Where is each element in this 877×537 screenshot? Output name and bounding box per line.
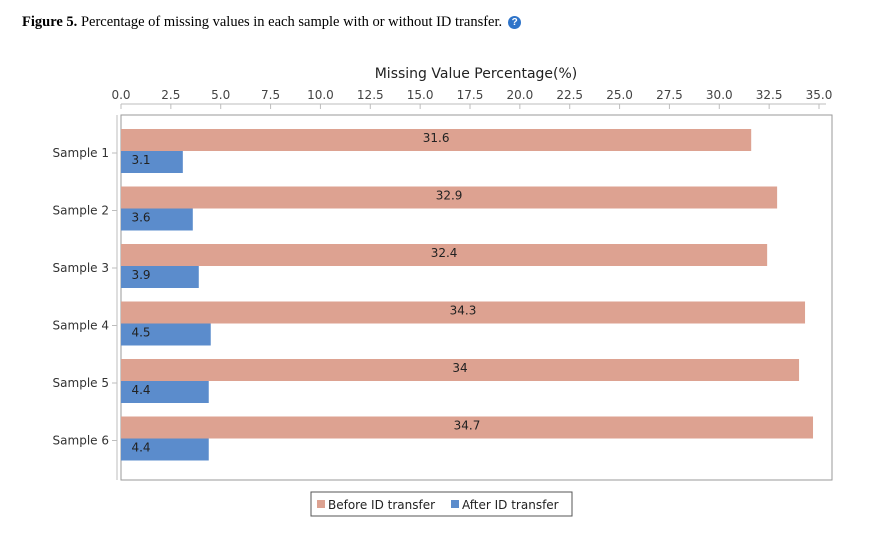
legend-box <box>310 491 573 517</box>
data-label: 3.6 <box>131 211 150 225</box>
before-id-transfer-bar <box>121 129 752 151</box>
x-tick-label: 22.5 <box>556 88 583 102</box>
data-label: 4.4 <box>131 383 150 397</box>
x-tick-label: 27.5 <box>656 88 683 102</box>
data-label: 32.9 <box>436 189 463 203</box>
x-tick-label: 32.5 <box>756 88 783 102</box>
before-id-transfer-bar <box>121 301 806 324</box>
category-label: Sample 5 <box>53 376 109 390</box>
data-label: 32.4 <box>431 246 458 260</box>
bar-series: 31.6 3.1 32.9 3.6 32.4 3.9 34.3 4.5 34 4.4 34.7 4.4 <box>121 129 814 461</box>
data-label: 4.5 <box>131 326 150 340</box>
chart-legend: Before ID transfer After ID transfer <box>310 491 573 517</box>
data-label: 34.7 <box>454 419 481 433</box>
after-id-transfer-bar <box>121 438 209 461</box>
x-tick-label: 30.0 <box>706 88 733 102</box>
after-id-transfer-bar <box>121 151 183 173</box>
category-label: Sample 4 <box>53 319 109 333</box>
figure-label: Figure 5. <box>22 14 78 30</box>
x-tick-label: 10.0 <box>307 88 334 102</box>
data-label: 4.4 <box>131 441 150 455</box>
data-label: 34.3 <box>450 304 477 318</box>
data-label: 34 <box>452 361 467 375</box>
x-tick-label: 25.0 <box>606 88 633 102</box>
after-id-transfer-bar <box>121 208 193 231</box>
data-label: 3.1 <box>131 153 150 167</box>
x-tick-label: 15.0 <box>407 88 434 102</box>
data-label: 3.9 <box>131 268 150 282</box>
before-id-transfer-bar <box>121 416 814 439</box>
after-id-transfer-bar <box>121 266 199 288</box>
after-id-transfer-bar <box>121 323 211 346</box>
figure-caption: Figure 5. Percentage of missing values i… <box>22 14 522 31</box>
data-label: 31.6 <box>423 131 450 145</box>
x-axis-ticks: 0.0 2.5 5.0 7.5 10.0 12.5 15.0 17.5 20.0 22.5 25.0… <box>111 88 832 109</box>
x-tick-label: 12.5 <box>357 88 384 102</box>
after-id-transfer-bar <box>121 381 209 403</box>
y-axis-category-labels: Sample 1 Sample 2 Sample 3 Sample 4 Sample 5… <box>53 146 117 448</box>
category-label: Sample 2 <box>53 204 109 218</box>
before-id-transfer-bar <box>121 359 800 381</box>
x-tick-label: 7.5 <box>261 88 280 102</box>
x-axis-title: Missing Value Percentage(%) <box>375 66 578 82</box>
before-id-transfer-bar <box>121 244 768 266</box>
category-label: Sample 1 <box>53 146 109 160</box>
x-tick-label: 20.0 <box>506 88 533 102</box>
before-id-transfer-bar <box>121 186 778 209</box>
x-tick-label: 35.0 <box>806 88 833 102</box>
plot-frame <box>120 114 833 481</box>
legend-swatch-before <box>317 500 325 508</box>
category-label: Sample 3 <box>53 261 109 275</box>
x-tick-label: 5.0 <box>211 88 230 102</box>
figure-caption-text: Percentage of missing values in each sam… <box>77 14 503 30</box>
x-tick-label: 2.5 <box>161 88 180 102</box>
category-label: Sample 6 <box>53 434 109 448</box>
legend-swatch-after <box>451 500 459 508</box>
x-tick-label: 17.5 <box>457 88 484 102</box>
legend-label-after: After ID transfer <box>462 498 559 512</box>
question-circle-icon[interactable]: ? <box>508 16 522 29</box>
x-tick-label: 0.0 <box>111 88 130 102</box>
legend-label-before: Before ID transfer <box>328 498 435 512</box>
